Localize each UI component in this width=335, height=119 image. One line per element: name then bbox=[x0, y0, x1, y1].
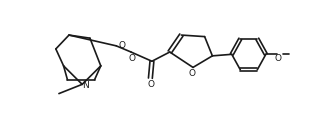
Text: N: N bbox=[82, 81, 89, 90]
Text: O: O bbox=[128, 54, 135, 63]
Text: O: O bbox=[118, 41, 125, 50]
Text: O: O bbox=[148, 80, 155, 89]
Text: O: O bbox=[189, 69, 196, 78]
Text: O: O bbox=[275, 54, 282, 63]
